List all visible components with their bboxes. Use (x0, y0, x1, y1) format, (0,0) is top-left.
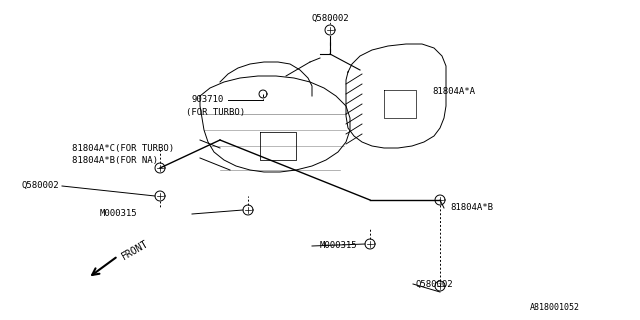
Text: Q580002: Q580002 (22, 180, 60, 189)
Text: A818001052: A818001052 (530, 303, 580, 313)
Text: 81804A*C(FOR TURBO): 81804A*C(FOR TURBO) (72, 143, 174, 153)
Text: M000315: M000315 (100, 210, 138, 219)
Text: Q580002: Q580002 (311, 13, 349, 22)
Text: M000315: M000315 (320, 242, 358, 251)
Text: FRONT: FRONT (120, 238, 150, 262)
Text: 903710: 903710 (192, 95, 224, 105)
Text: Q580002: Q580002 (415, 279, 452, 289)
Text: 81804A*B: 81804A*B (450, 204, 493, 212)
Text: 81804A*A: 81804A*A (432, 87, 475, 97)
Text: (FOR TURBO): (FOR TURBO) (186, 108, 245, 116)
Text: 81804A*B(FOR NA): 81804A*B(FOR NA) (72, 156, 158, 164)
